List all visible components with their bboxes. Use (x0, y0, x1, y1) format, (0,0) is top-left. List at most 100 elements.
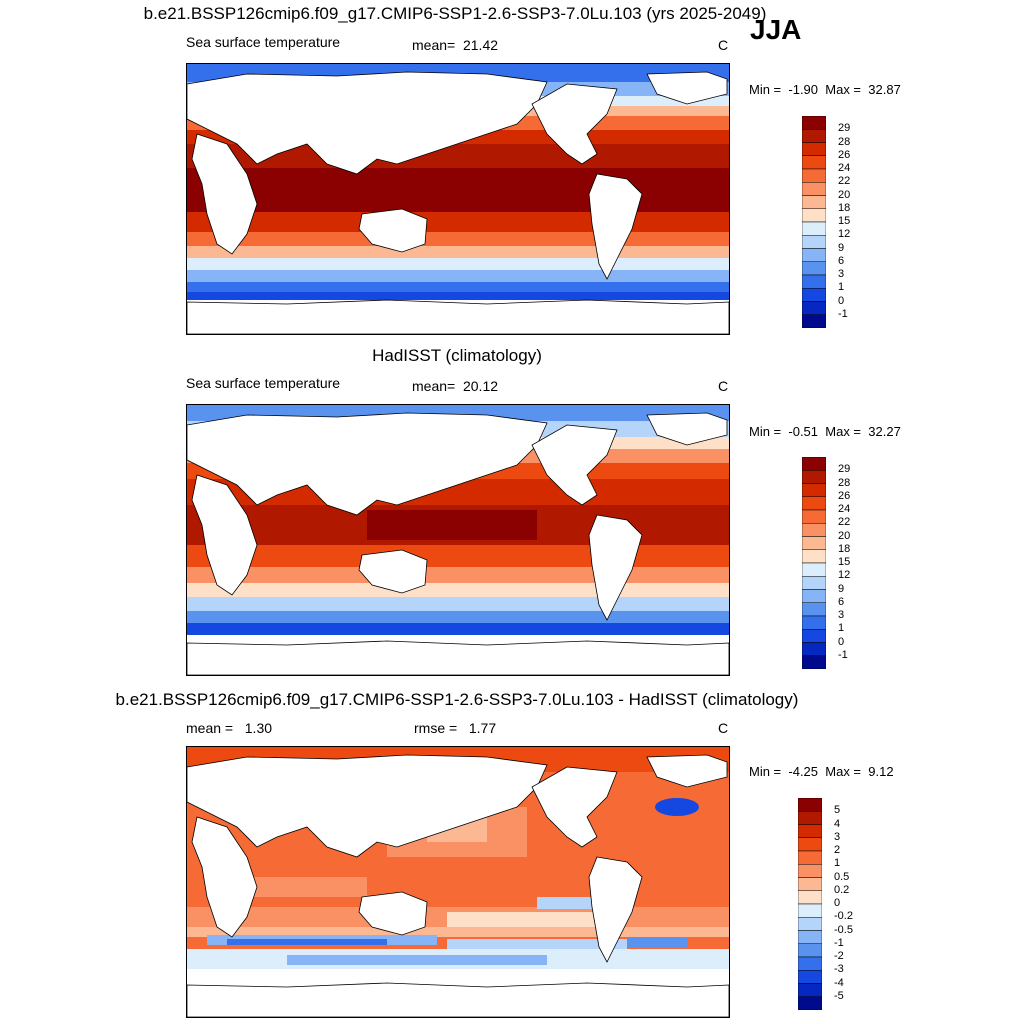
colorbar-swatch (802, 235, 826, 249)
colorbar-tick-label: 6 (838, 595, 845, 608)
colorbar-tick-label: 6 (838, 254, 845, 267)
colorbar-swatch (802, 195, 826, 209)
colorbar-tick-label: -3 (834, 963, 844, 976)
colorbar-swatch (802, 483, 826, 497)
panel-1-min-label: Min = (749, 82, 782, 97)
panel-3-map (186, 746, 730, 1018)
panel-1-colorbar: 29 28 26 24 22 20 18 15 12 9 6 3 1 0 -1 (802, 116, 862, 328)
panel-1-mean-label: mean= (412, 37, 456, 53)
colorbar-tick-label: 24 (838, 162, 851, 174)
panel-1-max-value: 32.87 (868, 82, 901, 97)
panel-1-variable-label: Sea surface temperature (186, 34, 341, 50)
panel-2-min-label: Min = (749, 424, 782, 439)
panel-3-colorbar-swatches (798, 798, 822, 1010)
panel-3-min-value: -4.25 (788, 764, 819, 779)
panel-1-mean-value: 21.42 (462, 37, 499, 53)
colorbar-tick-label: -1 (838, 307, 848, 320)
panel-3-minmax: Min = -4.25 Max = 9.12 (749, 764, 894, 779)
colorbar-swatch (798, 903, 822, 918)
colorbar-tick-label: 1 (838, 281, 845, 294)
colorbar-swatch (798, 943, 822, 958)
panel-2-title: HadISST (climatology) (372, 346, 542, 365)
colorbar-swatch (802, 116, 826, 130)
colorbar-swatch (798, 956, 822, 971)
colorbar-swatch (802, 168, 826, 183)
panel-2-min-value: -0.51 (788, 424, 819, 439)
colorbar-swatch (798, 996, 822, 1010)
colorbar-swatch (802, 523, 826, 537)
colorbar-swatch (802, 301, 826, 315)
colorbar-swatch (798, 798, 822, 812)
season-label: JJA (750, 14, 802, 45)
colorbar-swatch (802, 576, 826, 590)
colorbar-tick-label: 3 (838, 609, 845, 621)
colorbar-swatch (802, 155, 826, 170)
colorbar-tick-label: 0 (838, 294, 845, 307)
panel-1-map-svg (187, 64, 729, 334)
colorbar-tick-label: -5 (834, 989, 844, 1002)
colorbar-tick-label: 0.5 (834, 870, 850, 883)
colorbar-swatch (802, 248, 826, 262)
panel-3-rmse-label: rmse = (414, 720, 458, 736)
colorbar-tick-label: -1 (834, 936, 844, 949)
panel-3-title: b.e21.BSSP126cmip6.f09_g17.CMIP6-SSP1-2.… (115, 690, 799, 709)
panel-2-units: C (718, 378, 729, 394)
panel-1-max-label: Max = (825, 82, 862, 97)
colorbar-tick-label: 15 (838, 556, 851, 568)
colorbar-tick-label: 12 (838, 228, 851, 241)
colorbar-swatch (802, 221, 826, 236)
panel-2-map (186, 404, 730, 676)
colorbar-tick-label: 0.2 (834, 883, 850, 896)
panel-1-units: C (718, 37, 729, 53)
panel-3-max-label: Max = (825, 764, 862, 779)
colorbar-tick-label: 26 (838, 489, 851, 502)
colorbar-swatch (798, 850, 822, 865)
colorbar-swatch (802, 129, 826, 143)
panel-3-colorbar: 5 4 3 2 1 0.5 0.2 0 -0.2 -0.5 -1 -2 -3 -4 -5 (798, 798, 858, 1010)
colorbar-swatch (798, 877, 822, 891)
colorbar-swatch (802, 288, 826, 302)
panel-2-mean-label: mean= (412, 378, 456, 394)
colorbar-swatch (802, 602, 826, 617)
panel-1-colorbar-swatches (802, 116, 826, 328)
colorbar-swatch (802, 629, 826, 643)
colorbar-swatch (802, 549, 826, 564)
colorbar-tick-label: 4 (834, 817, 841, 830)
panel-3-units: C (718, 720, 729, 736)
colorbar-swatch (802, 615, 826, 630)
colorbar-tick-label: 24 (838, 503, 851, 515)
colorbar-tick-label: 18 (838, 542, 851, 555)
colorbar-tick-label: 28 (838, 135, 851, 148)
colorbar-swatch (802, 457, 826, 471)
colorbar-swatch (802, 182, 826, 196)
panel-1-title: b.e21.BSSP126cmip6.f09_g17.CMIP6-SSP1-2.… (143, 4, 767, 23)
colorbar-swatch (802, 496, 826, 511)
panel-3-rmse-value: 1.77 (468, 720, 497, 736)
panel-2-minmax: Min = -0.51 Max = 32.27 (749, 424, 901, 439)
panel-3-mean-value: 1.30 (244, 720, 273, 736)
colorbar-swatch (802, 470, 826, 484)
colorbar-tick-label: 20 (838, 188, 851, 201)
panel-2-colorbar-swatches (802, 457, 826, 669)
colorbar-tick-label: 20 (838, 529, 851, 542)
panel-2-colorbar: 29 28 26 24 22 20 18 15 12 9 6 3 1 0 -1 (802, 457, 862, 669)
colorbar-tick-label: -0.2 (834, 910, 853, 923)
colorbar-tick-label: 28 (838, 476, 851, 489)
colorbar-tick-label: 18 (838, 201, 851, 214)
colorbar-tick-label: 0 (838, 635, 845, 648)
colorbar-swatch (802, 261, 826, 276)
colorbar-tick-label: 26 (838, 148, 851, 161)
colorbar-tick-label: 22 (838, 516, 851, 529)
colorbar-swatch (798, 811, 822, 825)
colorbar-tick-label: 3 (834, 830, 841, 843)
colorbar-swatch (802, 655, 826, 669)
colorbar-tick-label: 15 (838, 215, 851, 227)
panel-3-max-value: 9.12 (868, 764, 894, 779)
colorbar-tick-label: 29 (838, 463, 851, 476)
panel-3-rmse: rmse = 1.77 (414, 720, 496, 736)
colorbar-swatch (802, 509, 826, 524)
panel-2-map-svg (187, 405, 729, 675)
panel-1-min-value: -1.90 (788, 82, 819, 97)
colorbar-swatch (802, 642, 826, 656)
colorbar-tick-label: 12 (838, 569, 851, 582)
